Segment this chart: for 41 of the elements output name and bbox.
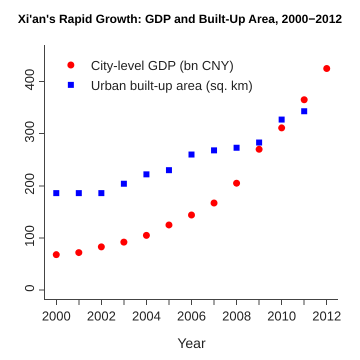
point <box>210 200 218 207</box>
point <box>165 221 172 228</box>
point <box>278 124 286 132</box>
point <box>166 167 172 174</box>
point <box>75 249 82 256</box>
point <box>234 144 240 151</box>
y-tick-label: 0 <box>22 284 37 292</box>
point <box>301 108 308 114</box>
legend-label: Urban built-up area (sq. km) <box>90 78 253 93</box>
point <box>278 116 285 123</box>
x-tick-label: 2002 <box>86 308 116 324</box>
point <box>120 180 127 187</box>
point <box>188 152 194 158</box>
x-tick-label: 2000 <box>42 308 71 324</box>
point <box>211 147 218 154</box>
point <box>76 190 82 196</box>
point <box>98 190 104 196</box>
legend-label: City-level GDP (bn CNY) <box>90 58 234 74</box>
point <box>52 251 60 258</box>
point <box>120 238 128 246</box>
x-tick-label: 2008 <box>222 308 252 324</box>
chart-title: Xi'an's Rapid Growth: GDP and Built-Up Area, 2000−2012 <box>18 12 342 26</box>
y-tick-label: 100 <box>22 225 37 247</box>
x-tick-label: 2004 <box>132 308 161 324</box>
point <box>188 212 195 219</box>
y-tick-label: 200 <box>22 173 37 195</box>
point <box>98 243 105 250</box>
point <box>256 146 263 153</box>
point <box>53 190 60 196</box>
x-tick-label: 2012 <box>312 308 342 324</box>
x-tick-label: 2006 <box>177 308 206 324</box>
x-tick-label: 2010 <box>267 308 296 324</box>
point <box>323 64 330 72</box>
y-tick-label: 300 <box>22 120 37 143</box>
point <box>233 180 240 187</box>
point <box>300 96 308 104</box>
y-tick-label: 400 <box>22 68 37 90</box>
x-axis-title: Year <box>177 334 206 351</box>
point <box>256 140 262 146</box>
point <box>142 232 150 239</box>
point <box>143 171 150 178</box>
